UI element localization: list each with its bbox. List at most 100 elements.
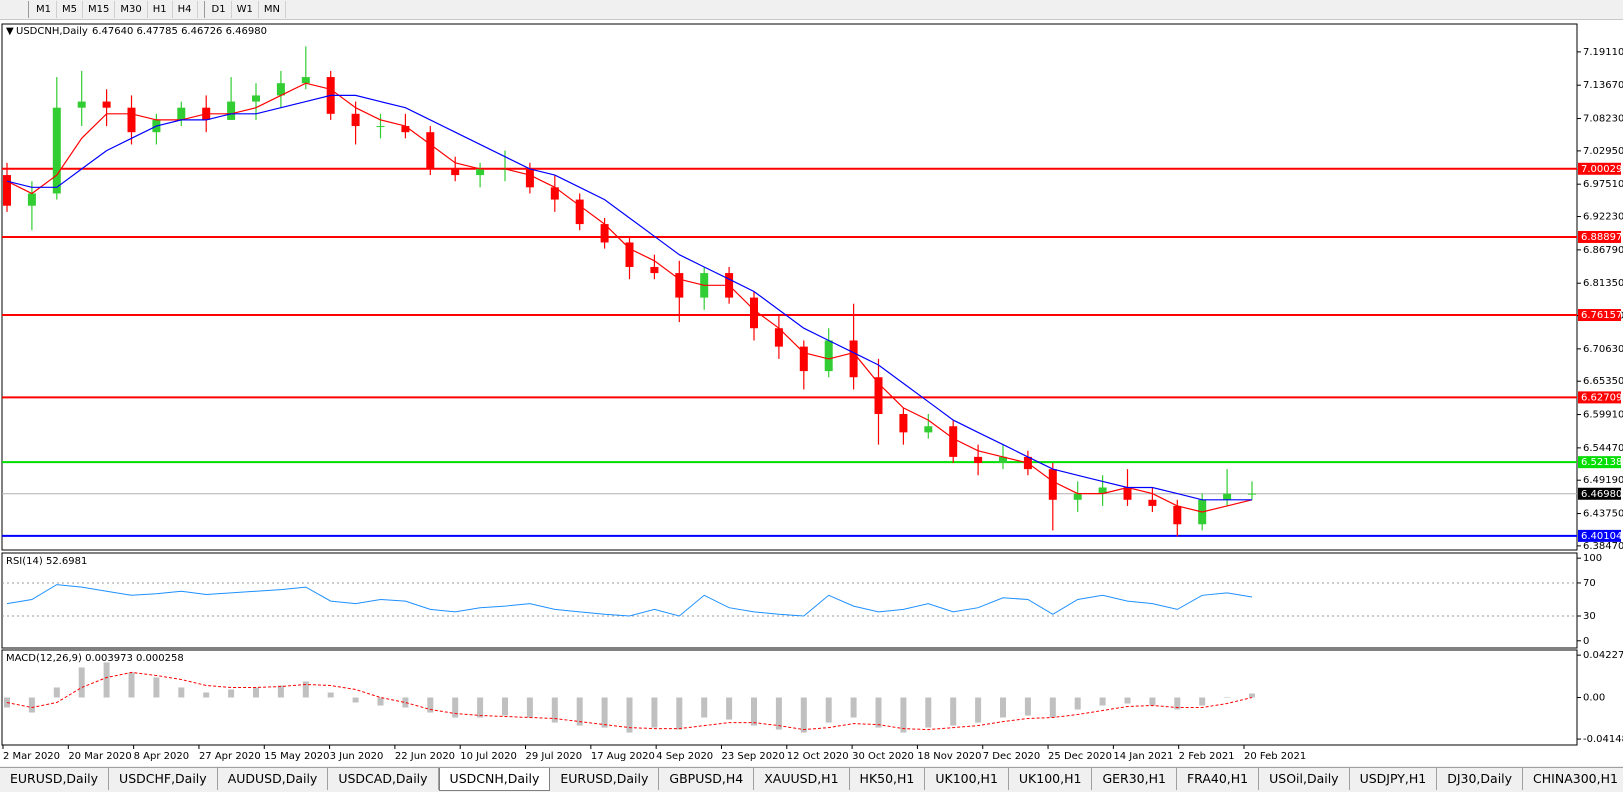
macd-bar — [601, 697, 608, 728]
timeframe-button[interactable]: M30 — [115, 1, 148, 18]
chart-tab[interactable]: USDCNH,Daily — [438, 768, 551, 791]
y-tick-label: 6.43750 — [1583, 509, 1623, 520]
timeframe-button[interactable]: H4 — [173, 1, 198, 18]
candle-body — [301, 77, 310, 84]
chart-tab[interactable]: USDJPY,H1 — [1350, 768, 1438, 790]
candle-body — [774, 328, 783, 347]
candle-body — [1098, 487, 1107, 494]
y-tick-label: 7.19110 — [1583, 47, 1623, 58]
macd-bar — [228, 689, 235, 698]
macd-bar — [327, 692, 334, 698]
macd-bar — [1049, 697, 1056, 718]
timeframe-button[interactable]: M5 — [57, 1, 83, 18]
timeframe-button[interactable]: D1 — [207, 1, 232, 18]
macd-bar — [103, 662, 110, 698]
macd-bar — [875, 697, 882, 728]
candle-body — [675, 273, 684, 298]
chart-tab[interactable]: USDCHF,Daily — [109, 768, 218, 790]
chart-tab[interactable]: DJ30,Daily — [1437, 768, 1524, 790]
x-tick-label: 20 Mar 2020 — [68, 751, 131, 762]
macd-bar — [178, 687, 185, 698]
chart-tab[interactable]: CHINA300,H1 — [1523, 768, 1623, 790]
y-tick-label: 7.02950 — [1583, 146, 1623, 157]
candle-body — [27, 193, 36, 206]
current-price-label: 6.46980 — [1581, 489, 1622, 500]
chart-tab[interactable]: XAUUSD,H1 — [754, 768, 850, 790]
candle-body — [1123, 487, 1132, 500]
chart-tab[interactable]: EURUSD,Daily — [550, 768, 660, 790]
y-tick-label: -0.04148 — [1583, 734, 1623, 745]
chart-tab[interactable]: GER30,H1 — [1092, 768, 1177, 790]
candle-body — [77, 101, 86, 108]
candle-body — [127, 107, 136, 133]
x-tick-label: 27 Apr 2020 — [199, 751, 261, 762]
x-tick-label: 14 Jan 2021 — [1113, 751, 1173, 762]
current-price-box — [1578, 487, 1621, 500]
candle-body — [451, 168, 460, 176]
rsi-line — [6, 584, 1253, 617]
macd-bar — [1249, 693, 1255, 698]
chart-tab[interactable]: UK100,H1 — [1009, 768, 1093, 790]
candle-body — [3, 175, 11, 206]
x-tick-label: 20 Feb 2021 — [1244, 751, 1306, 762]
macd-bar — [253, 687, 259, 698]
level-label-box — [1578, 456, 1621, 469]
level-label: 6.76157 — [1581, 310, 1622, 321]
y-tick-label: 6.70630 — [1583, 344, 1623, 355]
macd-bar — [1199, 697, 1206, 706]
chart-tab[interactable]: UK100,H1 — [925, 768, 1009, 790]
candle-body — [849, 340, 858, 378]
x-tick-label: 2 Mar 2020 — [3, 751, 60, 762]
macd-bar — [402, 697, 409, 708]
macd-bar — [925, 697, 932, 728]
timeframe-button[interactable]: H1 — [148, 1, 173, 18]
macd-bar — [1074, 697, 1081, 710]
candle-body — [1248, 493, 1256, 495]
toolbar-separator — [0, 1, 29, 18]
y-tick-label: 30 — [1583, 611, 1596, 622]
candle-body — [1073, 493, 1082, 500]
chart-tab[interactable]: USOil,Daily — [1259, 768, 1350, 790]
macd-bar — [128, 672, 135, 698]
macd-bar — [1124, 697, 1131, 704]
y-tick-label: 100 — [1583, 553, 1602, 564]
macd-bar — [1024, 697, 1031, 716]
y-tick-label: 6.49190 — [1583, 475, 1623, 486]
macd-bar — [302, 681, 309, 698]
chart-tab[interactable]: USDCAD,Daily — [328, 768, 439, 790]
moving-average — [6, 82, 1253, 513]
y-tick-label: 70 — [1583, 578, 1596, 589]
candle-body — [252, 95, 260, 102]
timeframe-button[interactable]: M15 — [83, 1, 116, 18]
macd-bar — [576, 697, 583, 726]
chart-tab[interactable]: HK50,H1 — [850, 768, 926, 790]
candle-body — [949, 426, 958, 457]
macd-bar — [352, 697, 359, 703]
panel-arrow: ▼ — [6, 26, 14, 37]
candle-body — [999, 456, 1007, 464]
x-tick-label: 22 Jun 2020 — [395, 751, 455, 762]
y-tick-label: 6.97510 — [1583, 179, 1623, 190]
x-tick-label: 12 Oct 2020 — [787, 751, 849, 762]
level-label-box — [1578, 162, 1621, 175]
chart-tab[interactable]: GBPUSD,H4 — [659, 768, 755, 790]
candle-body — [102, 101, 111, 108]
candle-body — [1173, 505, 1182, 525]
timeframe-button[interactable]: W1 — [232, 1, 259, 18]
chart-tab[interactable]: EURUSD,Daily — [0, 768, 110, 790]
x-tick-label: 3 Jun 2020 — [330, 751, 384, 762]
candle-body — [924, 426, 933, 433]
candle-body — [1148, 499, 1157, 506]
y-tick-label: 0.00 — [1583, 693, 1605, 704]
panel-frame — [1, 552, 1578, 649]
chart-tab[interactable]: AUDUSD,Daily — [218, 768, 329, 790]
chart-tab[interactable]: FRA40,H1 — [1177, 768, 1260, 790]
macd-bar — [975, 697, 982, 723]
x-tick-label: 17 Aug 2020 — [591, 751, 655, 762]
x-tick-label: 30 Oct 2020 — [852, 751, 914, 762]
macd-bar — [28, 697, 35, 713]
timeframe-button[interactable]: M1 — [31, 1, 57, 18]
timeframe-button[interactable]: MN — [259, 1, 286, 18]
x-tick-label: 15 May 2020 — [264, 751, 329, 762]
